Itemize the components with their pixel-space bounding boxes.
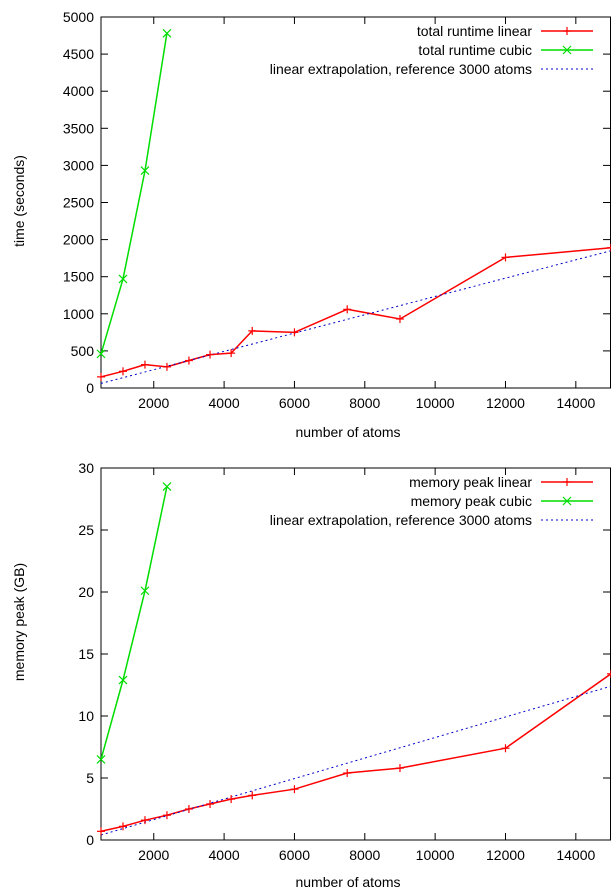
runtime-series-linear-point-12 [607,243,611,252]
runtime-series-linear-point-6 [227,349,236,358]
memory-series-linear-point-0 [97,827,105,836]
runtime-x-tick-label-1: 4000 [209,395,240,411]
memory-x-tick-label-6: 14000 [556,847,595,863]
memory-legend-marker-cubic-d2 [562,496,572,506]
memory-series-linear-point-6 [227,795,236,804]
memory-series-linear-point-9 [343,769,352,778]
memory-series-cubic-point-2-d2 [140,586,150,596]
memory-y-tick-label-2: 10 [78,708,94,724]
runtime-y-tick-label-4: 2000 [63,232,94,248]
memory-series-linear-point-5 [206,800,215,809]
memory-y-tick-label-5: 25 [78,522,94,538]
memory-series-linear-point-7 [248,791,257,800]
memory-y-tick-label-4: 20 [78,584,94,600]
memory-y-tick-label-6: 30 [78,460,94,476]
memory-series-extrapolation-line [101,685,611,836]
runtime-legend-label-cubic: total runtime cubic [418,42,532,58]
runtime-series-linear-point-5 [206,350,215,359]
memory-x-tick-label-3: 8000 [349,847,380,863]
memory-series-cubic-line [101,486,168,760]
runtime-series-linear-point-2 [140,360,149,369]
runtime-y-tick-label-3: 1500 [63,269,94,285]
runtime-series-linear-point-3 [162,362,171,371]
memory-y-tick-label-3: 15 [78,646,94,662]
runtime-y-axis-title: time (seconds) [11,155,27,247]
runtime-y-tick-label-10: 5000 [63,9,94,25]
memory-legend-label-extrapolation: linear extrapolation, reference 3000 ato… [270,512,532,528]
runtime-y-tick-label-9: 4500 [63,46,94,62]
runtime-series-cubic-point-3-d2 [162,28,172,38]
runtime-legend-label-extrapolation: linear extrapolation, reference 3000 ato… [270,61,532,77]
memory-series-cubic-point-3 [162,482,172,492]
memory-y-tick-label-0: 0 [86,832,94,848]
runtime-y-tick-label-5: 2500 [63,195,94,211]
memory-series-linear-point-1 [118,822,127,831]
runtime-series-cubic-point-2 [140,166,150,176]
runtime-x-tick-label-6: 14000 [556,395,595,411]
runtime-legend-marker-cubic [562,45,572,55]
memory-legend-label-linear: memory peak linear [409,474,532,490]
runtime-x-tick-label-3: 8000 [349,395,380,411]
runtime-series-linear-point-10 [395,314,404,323]
runtime-y-tick-label-2: 1000 [63,306,94,322]
memory-series-cubic-point-2 [140,586,150,596]
runtime-x-tick-label-5: 12000 [486,395,525,411]
memory-series-linear-point-3 [162,811,171,820]
runtime-x-tick-label-2: 6000 [279,395,310,411]
memory-chart: number of atoms memory peak (GB) memory … [11,460,611,890]
memory-y-axis-title: memory peak (GB) [11,563,27,681]
memory-series-linear-point-10 [395,764,404,773]
runtime-series-linear-point-7 [248,326,257,335]
runtime-series-cubic-line [101,33,168,355]
runtime-series-cubic-point-0-d2 [96,349,106,359]
runtime-marker-layer [96,28,611,381]
runtime-x-tick-label-4: 10000 [416,395,455,411]
memory-x-tick-label-4: 10000 [416,847,455,863]
memory-series-cubic-point-3-d2 [162,482,172,492]
memory-series-cubic-point-1 [118,675,128,685]
memory-series-linear-point-4 [184,805,193,813]
runtime-chart: number of atoms time (seconds) total run… [11,9,611,440]
memory-x-axis-title: number of atoms [295,874,400,890]
memory-series-linear-point-11 [501,744,510,753]
runtime-y-tick-label-0: 0 [86,380,94,396]
memory-legend-label-cubic: memory peak cubic [411,493,532,509]
runtime-y-tick-label-8: 4000 [63,83,94,99]
runtime-series-cubic-point-0 [96,349,106,359]
runtime-series-cubic-point-1 [118,274,128,284]
memory-y-tick-label-1: 5 [86,770,94,786]
runtime-series-linear-point-9 [343,305,352,314]
memory-series-linear-point-2 [140,816,149,825]
runtime-y-tick-label-7: 3500 [63,120,94,136]
runtime-series-cubic-point-2-d2 [140,166,150,176]
memory-series-cubic-point-0-d2 [96,754,106,764]
runtime-legend-marker-cubic-d2 [562,45,572,55]
runtime-legend-label-linear: total runtime linear [417,23,533,39]
memory-series-linear-point-8 [290,785,299,794]
memory-x-tick-label-2: 6000 [279,847,310,863]
runtime-series-linear-point-8 [290,328,299,337]
memory-series-linear-point-12 [607,669,611,678]
runtime-y-tick-label-1: 500 [71,343,95,359]
memory-series-cubic-point-0 [96,754,106,764]
runtime-x-tick-label-0: 2000 [138,395,169,411]
runtime-series-linear-point-1 [118,367,127,376]
memory-x-tick-label-0: 2000 [138,847,169,863]
memory-legend-marker-cubic [562,496,572,506]
runtime-legend-marker-linear [563,27,571,35]
memory-legend-marker-linear [563,478,571,486]
memory-marker-layer [96,482,611,836]
memory-series-cubic-point-1-d2 [118,675,128,685]
runtime-series-cubic-point-1-d2 [118,274,128,284]
runtime-series-linear-point-0 [97,372,105,381]
runtime-series-linear-point-11 [501,253,510,262]
memory-x-tick-label-1: 4000 [209,847,240,863]
memory-x-tick-label-5: 12000 [486,847,525,863]
runtime-x-axis-title: number of atoms [295,424,400,440]
runtime-series-cubic-point-3 [162,28,172,38]
runtime-y-tick-label-6: 3000 [63,157,94,173]
runtime-series-linear-point-4 [184,356,193,365]
